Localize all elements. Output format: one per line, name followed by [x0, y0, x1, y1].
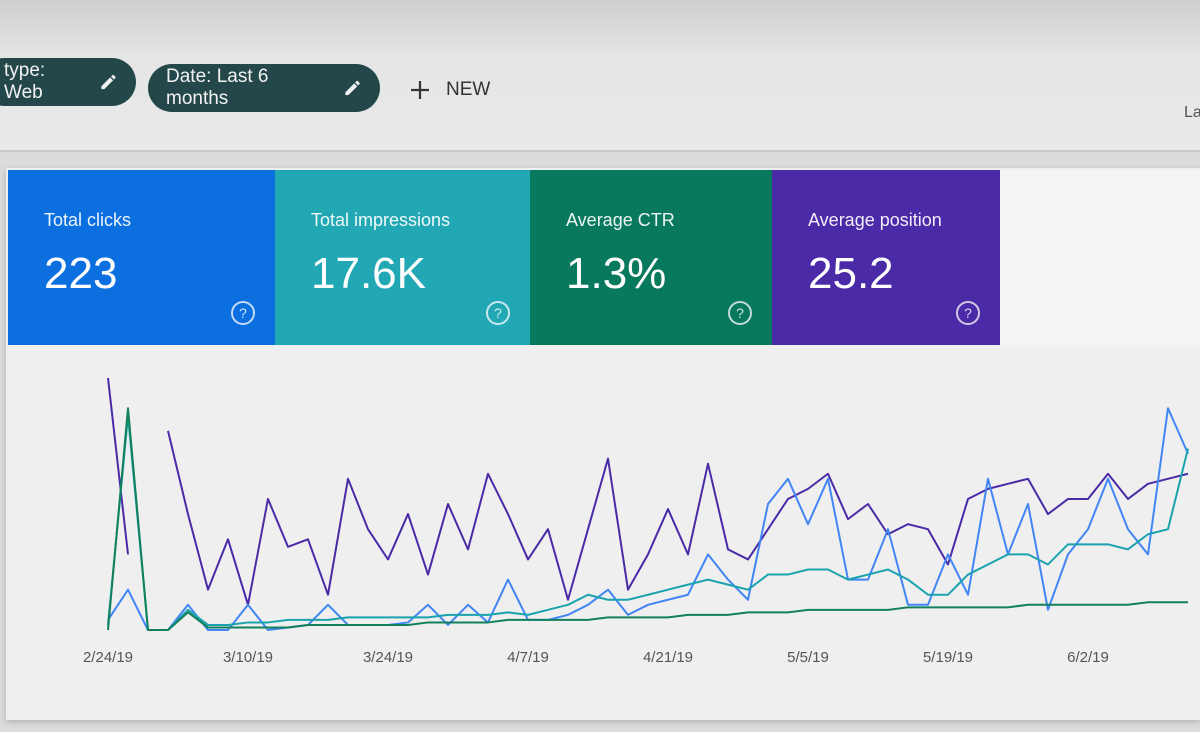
- x-tick-label: 4/21/19: [643, 649, 693, 666]
- metric-label: Total clicks: [44, 210, 132, 230]
- series-line-1: [107, 407, 1189, 631]
- help-icon[interactable]: ?: [486, 301, 510, 325]
- series-line-0: [107, 377, 1189, 606]
- pencil-icon: [101, 74, 116, 90]
- new-label: NEW: [446, 79, 491, 100]
- card-spacer: [1000, 170, 1200, 345]
- metric-value: 1.3%: [566, 249, 667, 298]
- last-updated-label: La: [1184, 104, 1200, 121]
- x-tick-label: 3/24/19: [363, 649, 413, 666]
- metric-label: Average position: [808, 210, 942, 230]
- filter-chip-label: type: Web: [4, 60, 46, 103]
- x-tick-label: 2/24/19: [83, 649, 133, 666]
- series-line-3: [107, 407, 1188, 631]
- x-tick-label: 6/2/19: [1067, 649, 1109, 666]
- metric-card-average-position[interactable]: Average position 25.2 ?: [772, 170, 1000, 345]
- x-tick-label: 5/5/19: [787, 649, 829, 666]
- help-icon[interactable]: ?: [728, 301, 752, 325]
- metric-value: 17.6K: [311, 249, 426, 298]
- series-line-2: [107, 414, 1189, 631]
- x-tick-label: 3/10/19: [223, 649, 273, 666]
- x-tick-label: 5/19/19: [923, 649, 973, 666]
- divider: [0, 150, 1200, 152]
- filter-chip-label: Date: Last 6 months: [166, 66, 269, 109]
- metric-value: 25.2: [808, 249, 894, 298]
- metric-label: Total impressions: [311, 210, 451, 230]
- x-tick-label: 4/7/19: [507, 649, 549, 666]
- help-icon[interactable]: ?: [231, 301, 255, 325]
- filter-chip-type[interactable]: type: Web: [0, 58, 136, 106]
- performance-chart: 2/24/19 3/10/19 3/24/19 4/7/19 4/21/19 5/5/19…: [83, 377, 1189, 666]
- filter-chip-date[interactable]: Date: Last 6 months: [148, 64, 380, 112]
- metric-label: Average CTR: [566, 210, 675, 230]
- metric-card-total-clicks[interactable]: Total clicks 223 ?: [8, 170, 275, 345]
- new-filter-button[interactable]: NEW: [408, 78, 490, 102]
- plus-icon: [411, 81, 429, 99]
- pencil-icon: [345, 80, 360, 96]
- metric-value: 223: [44, 249, 118, 298]
- metric-card-total-impressions[interactable]: Total impressions 17.6K ?: [275, 170, 530, 345]
- help-icon[interactable]: ?: [956, 301, 980, 325]
- metric-card-average-ctr[interactable]: Average CTR 1.3% ?: [530, 170, 772, 345]
